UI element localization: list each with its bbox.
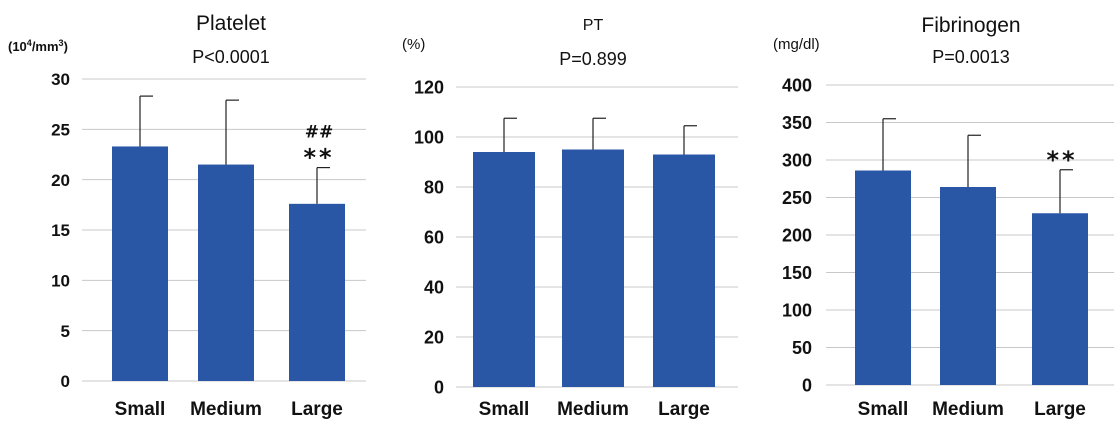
chart-2-y-tick-label: 300: [782, 150, 812, 170]
chart-2-subtitle: P=0.0013: [932, 47, 1010, 67]
chart-0-y-unit: (104/mm3): [8, 38, 68, 54]
chart-0-x-label-small: Small: [115, 399, 166, 420]
chart-2-y-tick-label: 250: [782, 188, 812, 208]
chart-0-bar-small: [112, 146, 168, 381]
chart-2-y-tick-label: 200: [782, 225, 812, 245]
chart-1-bar-small: [473, 152, 535, 387]
chart-2-significance-large: **: [1046, 146, 1077, 174]
chart-0-y-tick-label: 25: [51, 120, 70, 139]
chart-2-title: Fibrinogen: [921, 14, 1020, 37]
chart-2-y-tick-label: 350: [782, 113, 812, 133]
chart-2-bar-medium: [940, 187, 996, 385]
chart-1-y-tick-label: 60: [424, 227, 444, 247]
chart-0-title: Platelet: [196, 12, 266, 35]
chart-2-bar-small: [855, 170, 911, 385]
chart-0-y-tick-label: 10: [51, 271, 70, 290]
chart-2-bar-large: [1032, 213, 1088, 385]
chart-1-x-label-small: Small: [479, 399, 530, 420]
chart-0-y-tick-label: 15: [51, 221, 70, 240]
chart-0-significance-large: ##: [305, 123, 334, 143]
chart-1-x-label-large: Large: [658, 399, 710, 420]
chart-2-y-tick-label: 150: [782, 263, 812, 283]
chart-2-x-label-large: Large: [1034, 399, 1086, 420]
chart-1-y-tick-label: 40: [424, 277, 444, 297]
chart-0-y-tick-label: 0: [61, 372, 70, 391]
chart-1-title: PT: [583, 17, 604, 34]
chart-1-x-label-medium: Medium: [557, 399, 629, 420]
chart-1-y-unit: (%): [402, 36, 425, 53]
chart-0-y-tick-label: 30: [51, 70, 70, 89]
chart-0-bar-medium: [198, 164, 254, 381]
chart-0-significance-large: **: [303, 144, 334, 172]
chart-1-bar-medium: [562, 149, 624, 387]
chart-0-x-label-medium: Medium: [190, 399, 262, 420]
chart-2-y-tick-label: 0: [802, 375, 812, 395]
chart-2-x-label-small: Small: [858, 399, 909, 420]
chart-2-y-tick-label: 100: [782, 300, 812, 320]
chart-2-y-unit: (mg/dl): [773, 36, 820, 53]
chart-0-y-tick-label: 20: [51, 171, 70, 190]
chart-1-y-tick-label: 120: [414, 77, 444, 97]
chart-0-subtitle: P<0.0001: [192, 47, 270, 67]
chart-1-y-tick-label: 0: [434, 377, 444, 397]
chart-0-bar-large: [289, 203, 345, 381]
chart-0-y-tick-label: 5: [61, 322, 70, 341]
chart-2-x-label-medium: Medium: [932, 399, 1004, 420]
chart-1-bar-large: [653, 154, 715, 387]
chart-0-x-label-large: Large: [291, 399, 343, 420]
chart-1-y-tick-label: 80: [424, 177, 444, 197]
chart-2-y-tick-label: 400: [782, 75, 812, 95]
chart-1-y-tick-label: 100: [414, 127, 444, 147]
chart-2-y-tick-label: 50: [792, 338, 812, 358]
chart-1-subtitle: P=0.899: [559, 49, 627, 69]
chart-1-y-tick-label: 20: [424, 327, 444, 347]
